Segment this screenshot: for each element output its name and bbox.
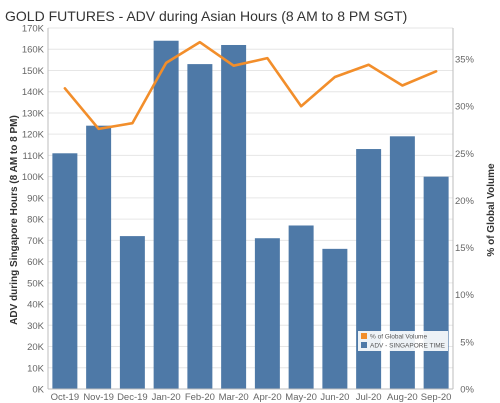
y-axis-title: ADV during Singapore Hours (8 AM to 8 PM… — [9, 115, 20, 325]
x-tick-label: Feb-20 — [185, 392, 215, 403]
y2-tick-label: 15% — [455, 243, 475, 254]
left-axis-ticks: 0K 10K 20K 30K 40K 50K 60K 70K 80K 90K 100K 110K 120… — [22, 24, 45, 396]
axes — [47, 28, 454, 390]
right-axis-ticks: 0% 5% 10% 15% 20% 25% 30% 35% — [455, 55, 475, 396]
y-tick-label: 10K — [27, 363, 45, 374]
legend-label: ADV - SINGAPORE TIME — [370, 343, 446, 350]
bar — [119, 236, 145, 389]
x-tick-label: Nov-19 — [83, 392, 114, 403]
chart-title: GOLD FUTURES - ADV during Asian Hours (8… — [5, 8, 407, 24]
y-tick-label: 100K — [22, 172, 45, 183]
bar — [423, 176, 449, 389]
y-tick-label: 110K — [23, 151, 45, 162]
bar — [322, 248, 348, 389]
y-tick-label: 120K — [22, 130, 45, 141]
y-tick-label: 160K — [22, 45, 45, 56]
x-tick-label: May-20 — [285, 392, 317, 403]
y2-tick-label: 0% — [460, 385, 474, 396]
line-series — [63, 40, 438, 131]
bar — [288, 225, 314, 389]
y-tick-label: 20K — [27, 342, 45, 353]
y2-tick-label: 20% — [455, 196, 475, 207]
legend: % of Global Volume ADV - SINGAPORE TIME — [358, 331, 448, 351]
y-tick-label: 90K — [27, 193, 45, 204]
bar — [356, 149, 382, 389]
bar — [221, 44, 247, 390]
bar — [254, 238, 280, 389]
y2-tick-label: 10% — [455, 290, 475, 301]
y-tick-label: 60K — [27, 257, 45, 268]
y-tick-label: 170K — [22, 24, 45, 35]
y2-tick-label: 25% — [455, 149, 475, 160]
x-tick-label: Sep-20 — [421, 392, 452, 403]
y2-tick-label: 5% — [460, 337, 474, 348]
y-tick-label: 80K — [27, 215, 45, 226]
grid-lines — [48, 27, 453, 369]
x-tick-label: Mar-20 — [219, 392, 249, 403]
y-tick-label: 140K — [22, 87, 45, 98]
legend-swatch-bar — [361, 342, 367, 348]
x-tick-label: Jun-20 — [320, 392, 349, 403]
x-tick-label: Aug-20 — [387, 392, 418, 403]
y2-tick-label: 35% — [455, 55, 475, 66]
y-tick-label: 150K — [22, 66, 45, 77]
x-tick-label: Dec-19 — [117, 392, 148, 403]
x-tick-label: Apr-20 — [253, 392, 282, 403]
x-tick-label: Jul-20 — [356, 392, 382, 403]
bar — [389, 136, 415, 389]
y-tick-label: 70K — [27, 236, 45, 247]
x-axis-ticks: Oct-19 Nov-19 Dec-19 Jan-20 Feb-20 Mar-20 Apr-… — [51, 392, 452, 403]
percent-global-volume-line — [63, 40, 438, 131]
y-tick-label: 130K — [22, 108, 45, 119]
legend-swatch-line — [361, 333, 367, 339]
legend-label: % of Global Volume — [370, 334, 427, 341]
bar — [86, 125, 112, 390]
y-tick-label: 50K — [27, 278, 45, 289]
x-tick-label: Oct-19 — [51, 392, 80, 403]
y-tick-label: 40K — [27, 300, 45, 311]
y-tick-label: 0K — [32, 385, 44, 396]
bar — [52, 153, 78, 389]
x-tick-label: Jan-20 — [152, 392, 181, 403]
y2-tick-label: 30% — [455, 102, 475, 113]
bar — [187, 64, 213, 389]
bar — [153, 40, 179, 389]
legend-background — [358, 331, 448, 351]
y-tick-label: 30K — [27, 321, 45, 332]
y2-axis-title: % of Global Volume — [486, 163, 497, 257]
